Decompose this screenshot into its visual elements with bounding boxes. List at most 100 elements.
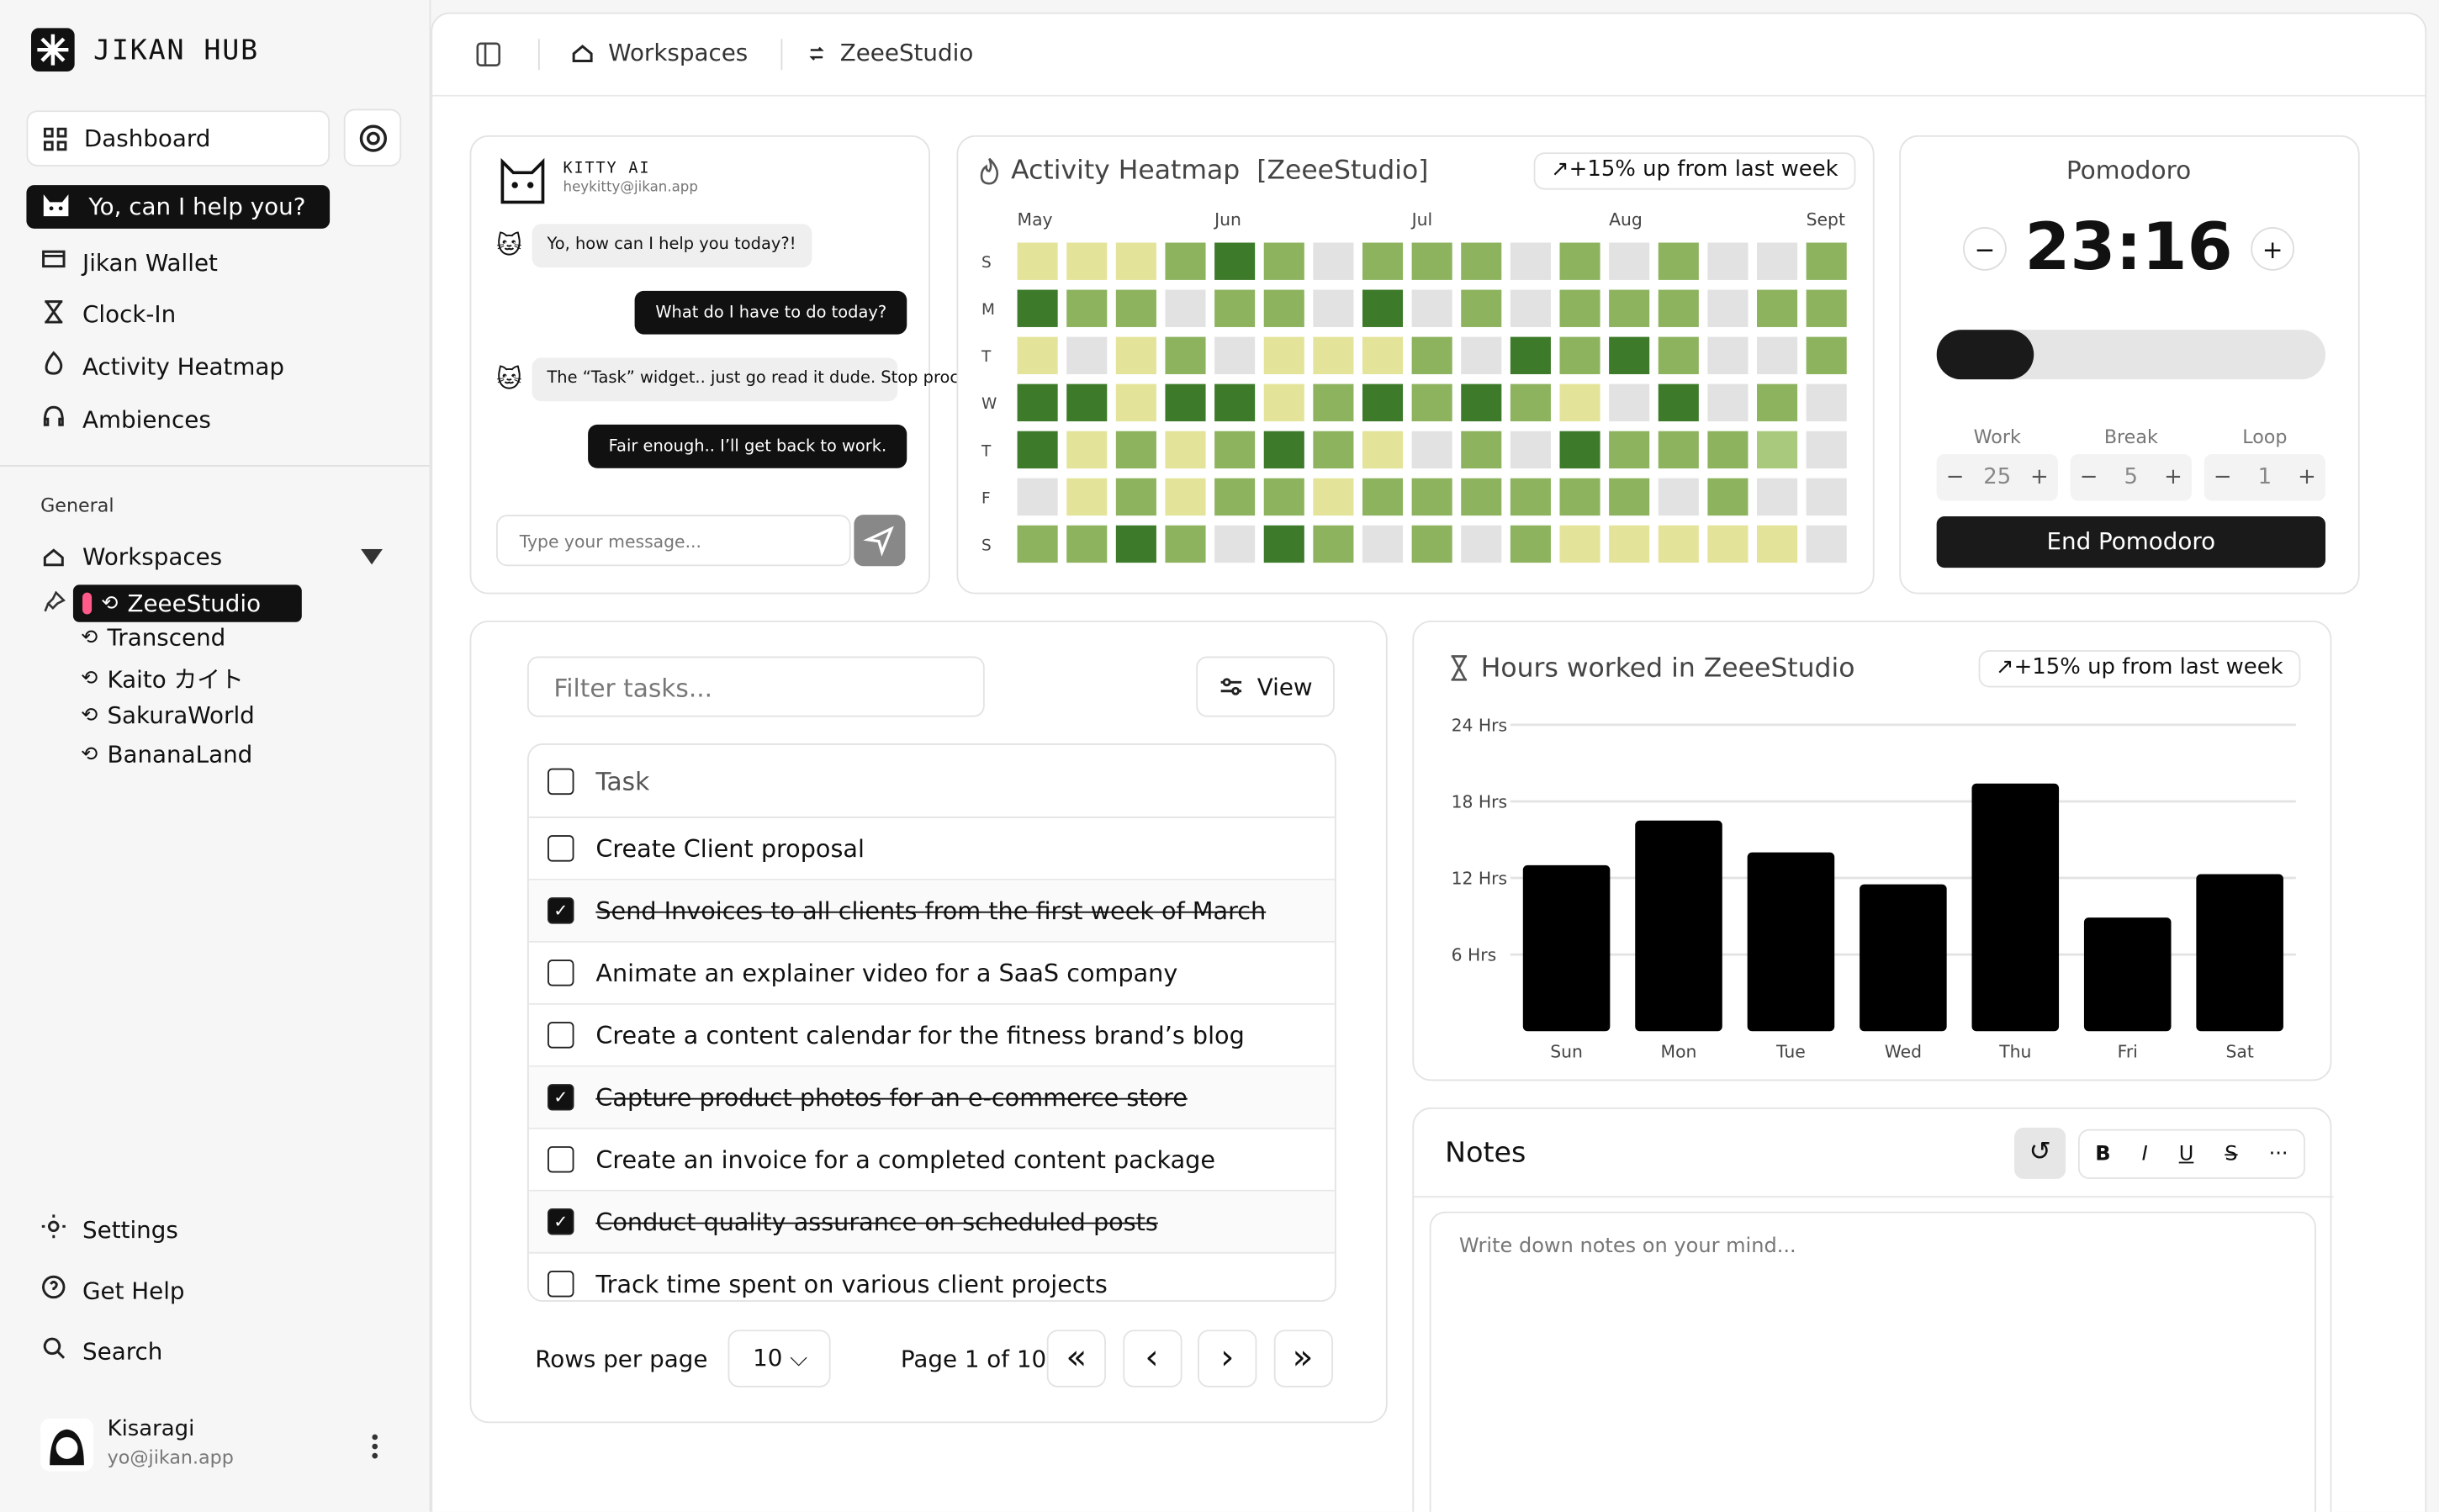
heatmap-cell[interactable]: [1115, 289, 1156, 327]
heatmap-cell[interactable]: [1559, 336, 1600, 374]
rows-select[interactable]: 10 ⌵: [727, 1330, 831, 1388]
heatmap-cell[interactable]: [1017, 478, 1058, 516]
undo-button[interactable]: ↺: [2014, 1127, 2066, 1179]
heatmap-cell[interactable]: [1362, 242, 1404, 280]
settings-button[interactable]: [343, 108, 402, 167]
heatmap-cell[interactable]: [1806, 431, 1847, 469]
heatmap-cell[interactable]: [1017, 336, 1058, 374]
heatmap-cell[interactable]: [1806, 383, 1847, 422]
heatmap-cell[interactable]: [1214, 336, 1256, 374]
minus[interactable]: −: [1945, 465, 1965, 490]
heatmap-cell[interactable]: [1461, 383, 1502, 422]
heatmap-cell[interactable]: [1313, 336, 1354, 374]
heatmap-cell[interactable]: [1609, 289, 1650, 327]
heatmap-cell[interactable]: [1165, 431, 1206, 469]
format-button[interactable]: U: [2178, 1142, 2194, 1166]
filter-input[interactable]: Filter tasks...: [526, 656, 985, 717]
format-button[interactable]: B: [2095, 1142, 2111, 1166]
heatmap-cell[interactable]: [1165, 289, 1206, 327]
assistant-button[interactable]: Yo, can I help you?: [26, 185, 331, 229]
heatmap-cell[interactable]: [1609, 431, 1650, 469]
heatmap-cell[interactable]: [1510, 478, 1551, 516]
heatmap-cell[interactable]: [1559, 525, 1600, 563]
crumb[interactable]: ZeeeStudio: [806, 39, 973, 67]
workspace-link[interactable]: ⟲ SakuraWorld: [81, 701, 255, 729]
heatmap-cell[interactable]: [1658, 431, 1699, 469]
heatmap-cell[interactable]: [1214, 525, 1256, 563]
heatmap-cell[interactable]: [1559, 383, 1600, 422]
heatmap-cell[interactable]: [1165, 525, 1206, 563]
plus[interactable]: +: [2298, 465, 2316, 490]
heatmap-cell[interactable]: [1757, 383, 1798, 422]
format-button[interactable]: ···: [2268, 1142, 2288, 1166]
heatmap-cell[interactable]: [1313, 431, 1354, 469]
end-button[interactable]: End Pomodoro: [1936, 516, 2326, 568]
format-button[interactable]: S: [2225, 1142, 2238, 1166]
nav-link[interactable]: Search: [40, 1335, 162, 1367]
heatmap-cell[interactable]: [1757, 525, 1798, 563]
heatmap-cell[interactable]: [1313, 289, 1354, 327]
checkbox[interactable]: ✓: [548, 897, 574, 924]
heatmap-cell[interactable]: [1214, 383, 1256, 422]
heatmap-cell[interactable]: [1066, 242, 1108, 280]
heatmap-cell[interactable]: [1362, 478, 1404, 516]
heatmap-cell[interactable]: [1411, 289, 1452, 327]
heatmap-cell[interactable]: [1510, 431, 1551, 469]
heatmap-cell[interactable]: [1115, 478, 1156, 516]
heatmap-cell[interactable]: [1263, 383, 1304, 422]
heatmap-cell[interactable]: [1066, 383, 1108, 422]
heatmap-cell[interactable]: [1461, 525, 1502, 563]
checkbox[interactable]: [548, 1271, 574, 1298]
heatmap-cell[interactable]: [1362, 336, 1404, 374]
heatmap-cell[interactable]: [1707, 242, 1749, 280]
heatmap-cell[interactable]: [1066, 289, 1108, 327]
nav-link[interactable]: Get Help: [40, 1274, 185, 1307]
heatmap-cell[interactable]: [1263, 336, 1304, 374]
heatmap-cell[interactable]: [1707, 478, 1749, 516]
heatmap-cell[interactable]: [1707, 336, 1749, 374]
heatmap-cell[interactable]: [1609, 242, 1650, 280]
page-button[interactable]: ‹: [1122, 1330, 1182, 1388]
heatmap-cell[interactable]: [1115, 525, 1156, 563]
heatmap-cell[interactable]: [1411, 336, 1452, 374]
heatmap-cell[interactable]: [1609, 525, 1650, 563]
heatmap-cell[interactable]: [1806, 525, 1847, 563]
heatmap-cell[interactable]: [1757, 242, 1798, 280]
heatmap-cell[interactable]: [1313, 383, 1354, 422]
heatmap-cell[interactable]: [1362, 431, 1404, 469]
heatmap-cell[interactable]: [1263, 242, 1304, 280]
page-button[interactable]: «: [1046, 1330, 1106, 1388]
heatmap-cell[interactable]: [1115, 431, 1156, 469]
heatmap-cell[interactable]: [1313, 242, 1354, 280]
checkbox[interactable]: [548, 1146, 574, 1173]
heatmap-cell[interactable]: [1609, 383, 1650, 422]
heatmap-cell[interactable]: [1066, 431, 1108, 469]
heatmap-cell[interactable]: [1165, 383, 1206, 422]
heatmap-cell[interactable]: [1658, 478, 1699, 516]
heatmap-cell[interactable]: [1461, 336, 1502, 374]
heatmap-cell[interactable]: [1757, 431, 1798, 469]
heatmap-cell[interactable]: [1263, 525, 1304, 563]
heatmap-cell[interactable]: [1609, 336, 1650, 374]
plus[interactable]: +: [2164, 465, 2182, 490]
heatmap-cell[interactable]: [1165, 336, 1206, 374]
heatmap-cell[interactable]: [1411, 478, 1452, 516]
plus[interactable]: +: [2030, 465, 2049, 490]
nav-link[interactable]: Settings: [40, 1213, 178, 1246]
more-button[interactable]: [370, 1432, 379, 1460]
nav-link[interactable]: Activity Heatmap: [40, 351, 284, 383]
page-button[interactable]: ›: [1198, 1330, 1257, 1388]
heatmap-cell[interactable]: [1017, 383, 1058, 422]
increase-button[interactable]: +: [2251, 227, 2295, 271]
decrease-button[interactable]: −: [1963, 227, 2007, 271]
heatmap-cell[interactable]: [1757, 289, 1798, 327]
heatmap-cell[interactable]: [1263, 431, 1304, 469]
workspace-link[interactable]: ⟲ ZeeeStudio: [72, 584, 302, 622]
heatmap-cell[interactable]: [1411, 525, 1452, 563]
heatmap-cell[interactable]: [1609, 478, 1650, 516]
heatmap-cell[interactable]: [1066, 525, 1108, 563]
chat-input[interactable]: Type your message...: [495, 515, 851, 567]
heatmap-cell[interactable]: [1017, 242, 1058, 280]
heatmap-cell[interactable]: [1411, 242, 1452, 280]
heatmap-cell[interactable]: [1115, 383, 1156, 422]
